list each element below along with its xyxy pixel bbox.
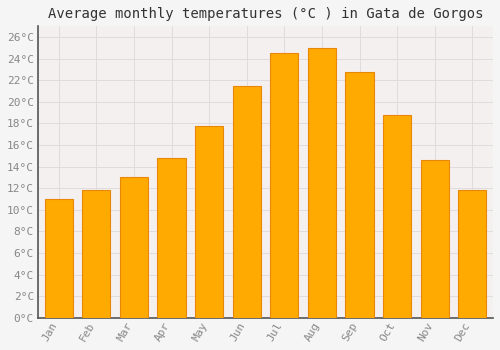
Bar — [82, 190, 110, 318]
Bar — [420, 160, 449, 318]
Bar — [458, 190, 486, 318]
Bar — [346, 72, 374, 318]
Bar — [270, 53, 298, 318]
Title: Average monthly temperatures (°C ) in Gata de Gorgos: Average monthly temperatures (°C ) in Ga… — [48, 7, 484, 21]
Bar — [232, 86, 261, 318]
Bar — [158, 158, 186, 318]
Bar — [120, 177, 148, 318]
Bar — [383, 115, 412, 318]
Bar — [44, 199, 73, 318]
Bar — [195, 126, 224, 318]
Bar — [308, 48, 336, 318]
